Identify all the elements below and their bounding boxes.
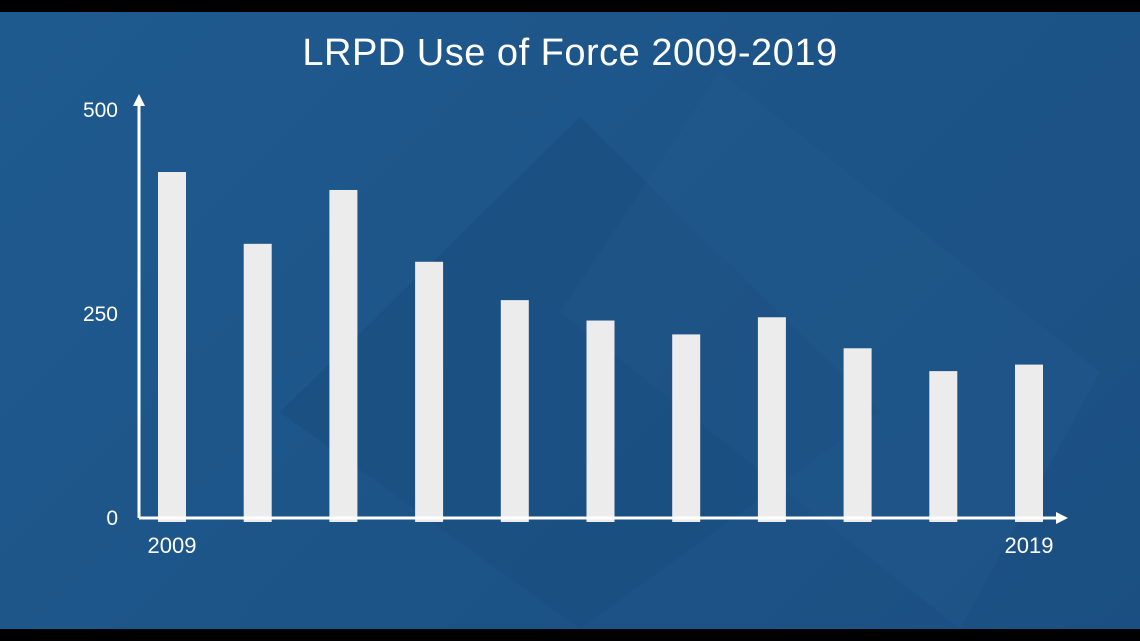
bars-group (158, 172, 1043, 523)
bar-2014 (586, 320, 615, 522)
bar-2009 (158, 172, 186, 523)
bar-2010 (243, 243, 272, 522)
x-tick-label-2009: 2009 (148, 533, 197, 558)
y-tick-labels: 0 250 500 (83, 99, 118, 530)
bar-2016 (757, 317, 786, 522)
bar-2019 (1015, 364, 1043, 522)
bar-chart: 0 250 500 2009 2019 (83, 72, 1100, 629)
axes (133, 94, 1068, 524)
chart-panel: LRPD Use of Force 2009-2019 0 250 500 2009… (0, 12, 1140, 629)
bar-2018 (929, 371, 958, 522)
bar-2011 (329, 189, 358, 522)
bar-2015 (672, 334, 701, 522)
bar-2013 (500, 300, 529, 522)
x-tick-labels: 2009 2019 (148, 533, 1054, 558)
y-tick-label-250: 250 (83, 303, 118, 326)
x-tick-label-2019: 2019 (1005, 533, 1054, 558)
bar-2017 (843, 348, 872, 522)
x-axis-arrow (1056, 512, 1068, 524)
y-tick-label-0: 0 (106, 507, 118, 530)
bg-diamond-light (560, 72, 1100, 629)
bar-2012 (415, 261, 444, 522)
y-axis-arrow (133, 94, 145, 106)
y-tick-label-500: 500 (83, 99, 118, 122)
chart-title: LRPD Use of Force 2009-2019 (302, 32, 838, 74)
